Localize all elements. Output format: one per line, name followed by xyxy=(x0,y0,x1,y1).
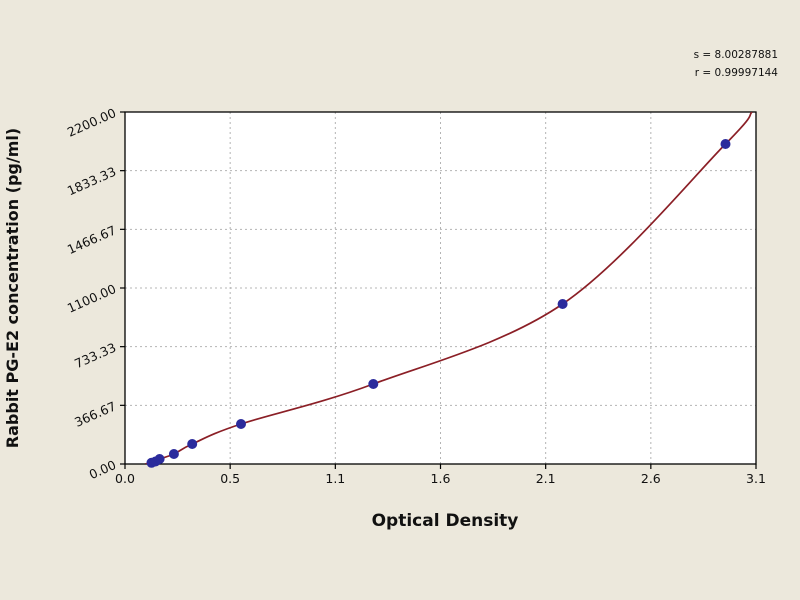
y-tick-label: 0.00 xyxy=(87,457,119,482)
data-point xyxy=(168,449,179,459)
y-tick-label: 366.67 xyxy=(72,398,118,429)
x-tick-label: 2.6 xyxy=(641,471,661,486)
y-tick-label: 733.33 xyxy=(72,340,118,371)
x-tick-label: 0.5 xyxy=(220,471,240,486)
fit-stat-s: s = 8.00287881 xyxy=(694,49,778,61)
x-tick-label: 1.6 xyxy=(431,471,451,486)
data-point xyxy=(187,439,198,449)
plot-area: 0.0 0.5 1.1 1.6 2.1 2.6 3.1 0.00 366.67 733.33 110… xyxy=(65,105,766,486)
data-point xyxy=(154,454,165,464)
y-tick-label: 1466.67 xyxy=(65,222,118,257)
x-axis-title: Optical Density xyxy=(372,511,519,531)
data-point xyxy=(557,299,568,309)
y-tick-label: 1833.33 xyxy=(65,164,118,199)
y-axis-title: Rabbit PG-E2 concentration (pg/ml) xyxy=(3,128,22,448)
x-tick-label: 2.1 xyxy=(536,471,556,486)
x-tick-label: 3.1 xyxy=(746,471,766,486)
y-tick-label: 1100.00 xyxy=(65,281,118,316)
data-point xyxy=(720,139,731,149)
data-point xyxy=(236,419,246,429)
y-tick-label: 2200.00 xyxy=(65,105,118,140)
x-tick-label: 1.1 xyxy=(325,471,345,486)
fit-stat-r: r = 0.99997144 xyxy=(695,67,779,79)
data-point xyxy=(368,379,379,389)
x-tick-label: 0.0 xyxy=(115,471,135,486)
